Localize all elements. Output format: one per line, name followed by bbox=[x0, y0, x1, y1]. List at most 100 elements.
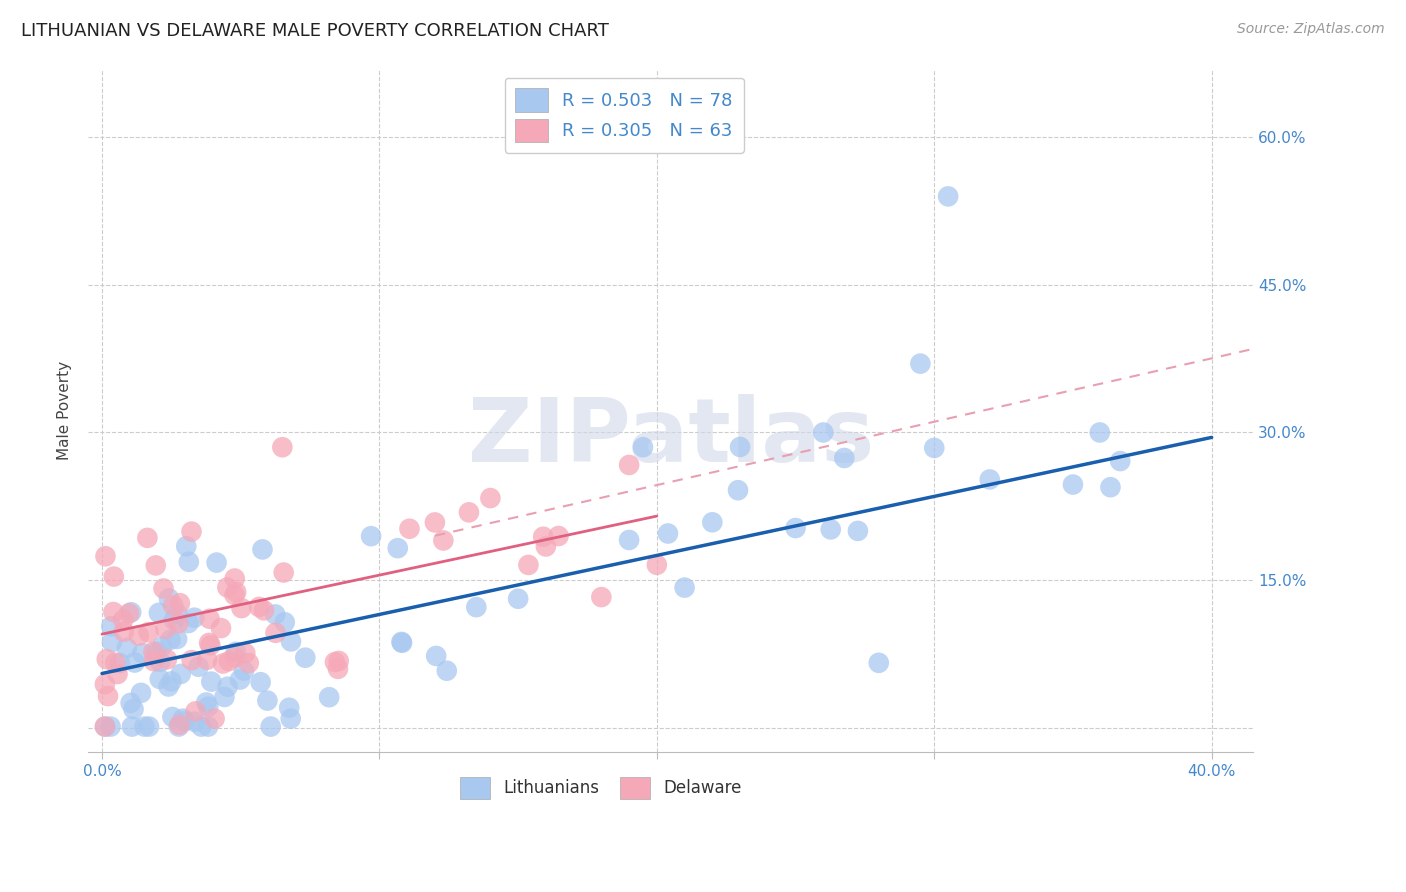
Point bbox=[702, 516, 724, 530]
Point bbox=[152, 582, 174, 596]
Point bbox=[547, 529, 569, 543]
Point bbox=[868, 656, 890, 670]
Point bbox=[436, 664, 458, 678]
Point bbox=[264, 607, 287, 622]
Point bbox=[122, 702, 145, 716]
Point bbox=[167, 720, 190, 734]
Point bbox=[94, 677, 117, 691]
Point bbox=[820, 522, 842, 536]
Point bbox=[96, 652, 118, 666]
Point bbox=[247, 599, 270, 614]
Point bbox=[200, 638, 222, 652]
Point bbox=[129, 686, 152, 700]
Point bbox=[101, 635, 124, 649]
Legend: Lithuanians, Delaware: Lithuanians, Delaware bbox=[454, 771, 748, 805]
Point bbox=[922, 441, 945, 455]
Point bbox=[508, 591, 530, 606]
Point bbox=[148, 606, 170, 620]
Point bbox=[172, 712, 194, 726]
Point bbox=[187, 659, 209, 673]
Point bbox=[112, 624, 135, 639]
Point bbox=[225, 585, 247, 599]
Point bbox=[217, 680, 239, 694]
Point bbox=[149, 672, 172, 686]
Point bbox=[318, 690, 340, 705]
Point bbox=[180, 524, 202, 539]
Point bbox=[256, 693, 278, 707]
Point bbox=[326, 662, 349, 676]
Point bbox=[360, 529, 382, 543]
Point bbox=[134, 720, 156, 734]
Point bbox=[118, 607, 141, 621]
Point bbox=[100, 619, 122, 633]
Point bbox=[157, 591, 180, 606]
Point bbox=[155, 622, 177, 636]
Point bbox=[252, 542, 274, 557]
Point bbox=[280, 712, 302, 726]
Point bbox=[103, 569, 125, 583]
Point bbox=[391, 636, 413, 650]
Point bbox=[124, 656, 146, 670]
Point bbox=[100, 720, 122, 734]
Point bbox=[458, 505, 481, 519]
Point bbox=[166, 607, 188, 621]
Point bbox=[104, 656, 127, 670]
Point bbox=[834, 450, 856, 465]
Point bbox=[197, 699, 219, 714]
Point bbox=[128, 629, 150, 643]
Point bbox=[108, 656, 131, 670]
Point bbox=[785, 521, 807, 535]
Point bbox=[169, 718, 191, 732]
Point bbox=[233, 664, 256, 678]
Point bbox=[517, 558, 540, 572]
Point bbox=[195, 696, 218, 710]
Y-axis label: Male Poverty: Male Poverty bbox=[58, 360, 72, 460]
Point bbox=[1109, 454, 1132, 468]
Point bbox=[162, 599, 184, 613]
Point bbox=[209, 621, 232, 635]
Point bbox=[120, 696, 142, 710]
Point bbox=[198, 612, 221, 626]
Point bbox=[264, 625, 287, 640]
Point bbox=[1062, 477, 1084, 491]
Point bbox=[184, 704, 207, 718]
Point bbox=[391, 635, 413, 649]
Point bbox=[617, 533, 640, 547]
Point bbox=[233, 646, 256, 660]
Point bbox=[170, 667, 193, 681]
Point bbox=[198, 636, 221, 650]
Text: ZIPatlas: ZIPatlas bbox=[468, 394, 875, 481]
Point bbox=[121, 720, 143, 734]
Point bbox=[94, 720, 117, 734]
Point bbox=[204, 712, 226, 726]
Point bbox=[238, 656, 260, 670]
Point bbox=[631, 440, 654, 454]
Point bbox=[231, 601, 253, 615]
Point bbox=[145, 558, 167, 573]
Point bbox=[112, 613, 135, 627]
Point bbox=[591, 590, 613, 604]
Point bbox=[910, 357, 932, 371]
Point bbox=[173, 714, 195, 729]
Point bbox=[150, 640, 173, 654]
Point bbox=[465, 600, 488, 615]
Point bbox=[278, 700, 301, 714]
Point bbox=[94, 549, 117, 564]
Point bbox=[294, 650, 316, 665]
Point bbox=[531, 530, 554, 544]
Point bbox=[1088, 425, 1111, 440]
Point bbox=[224, 572, 246, 586]
Point bbox=[432, 533, 454, 548]
Point bbox=[273, 566, 295, 580]
Point bbox=[156, 652, 179, 666]
Point bbox=[479, 491, 502, 505]
Point bbox=[131, 646, 153, 660]
Point bbox=[166, 632, 188, 646]
Point bbox=[138, 720, 160, 734]
Point bbox=[142, 645, 165, 659]
Point bbox=[162, 710, 184, 724]
Point bbox=[728, 440, 751, 454]
Point bbox=[645, 558, 668, 572]
Point bbox=[159, 632, 181, 647]
Text: Source: ZipAtlas.com: Source: ZipAtlas.com bbox=[1237, 22, 1385, 37]
